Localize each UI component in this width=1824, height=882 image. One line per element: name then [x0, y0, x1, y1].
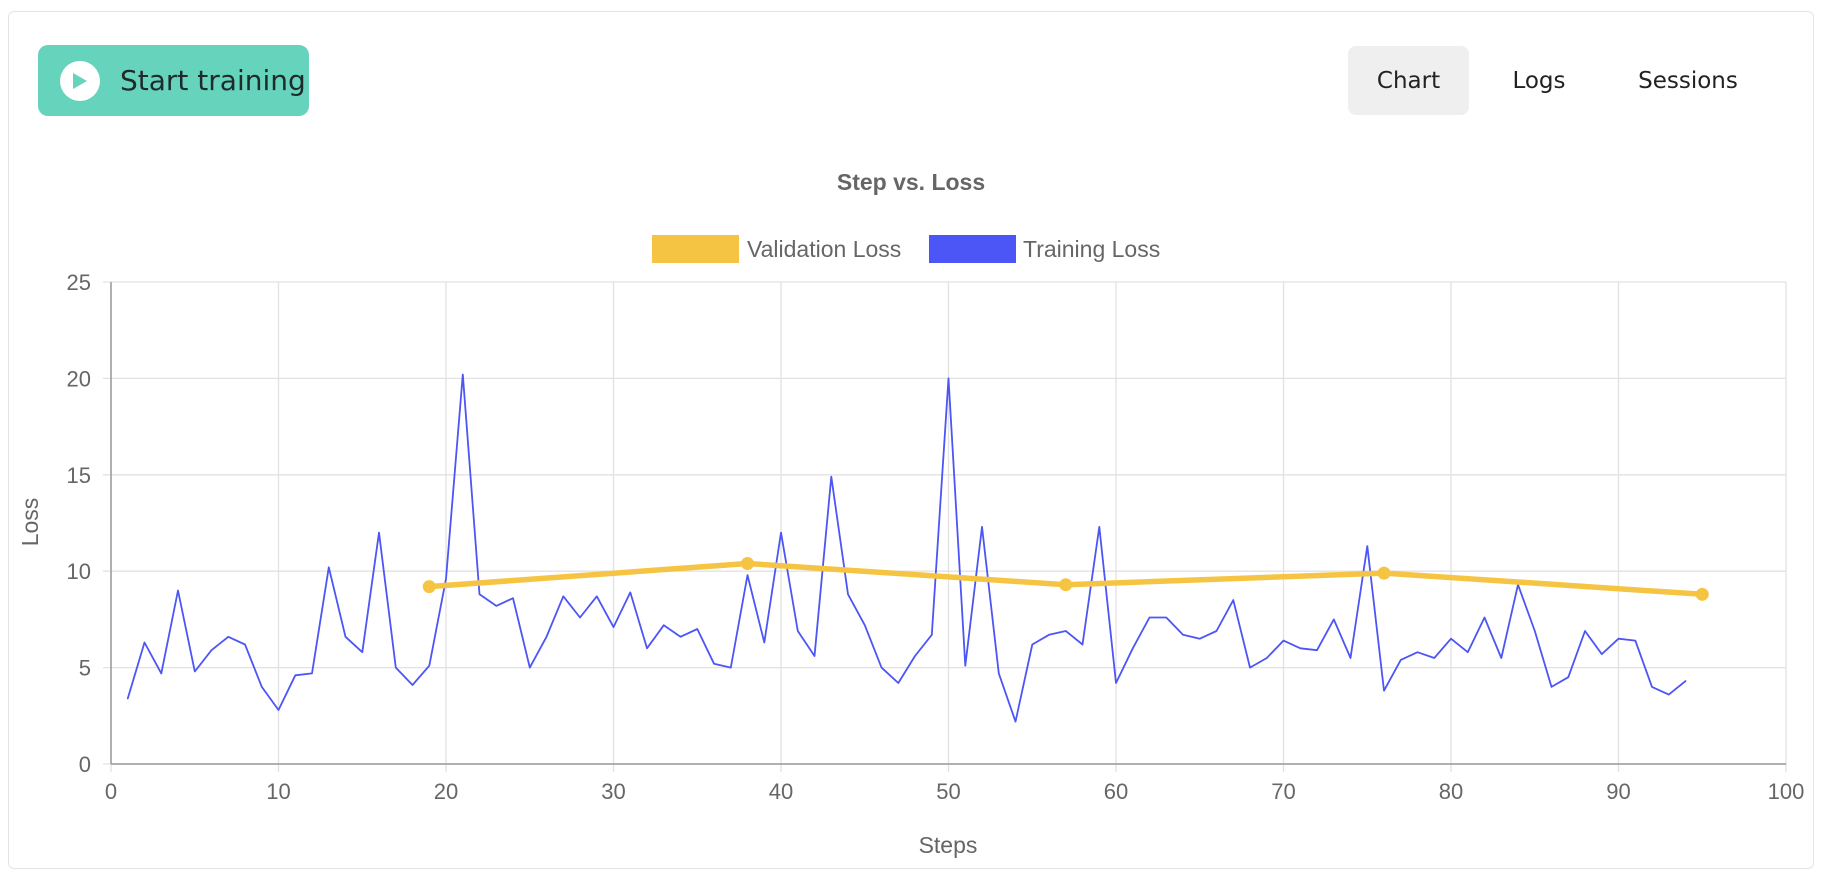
tab-logs[interactable]: Logs	[1474, 46, 1604, 115]
chart-axes	[110, 282, 1786, 765]
y-tick-label: 5	[79, 656, 91, 681]
x-tick-label: 10	[266, 779, 290, 804]
legend-label-training-loss: Training Loss	[1023, 236, 1160, 262]
legend-label-validation-loss: Validation Loss	[747, 236, 901, 262]
training-panel	[8, 11, 1814, 869]
legend-swatch-training-loss	[929, 235, 1016, 263]
tab-chart[interactable]: Chart	[1348, 46, 1469, 115]
y-axis-label: Loss	[17, 498, 43, 547]
x-tick-label: 40	[769, 779, 793, 804]
y-tick-labels: 0 5 10 15 20 25	[67, 270, 91, 777]
start-training-button[interactable]: Start training	[38, 45, 309, 116]
x-tick-label: 30	[601, 779, 625, 804]
y-tick-label: 10	[67, 559, 91, 584]
chart-grid	[103, 281, 1787, 772]
validation-loss-point	[1695, 587, 1709, 601]
tab-sessions[interactable]: Sessions	[1610, 46, 1766, 115]
validation-loss-point	[1059, 578, 1073, 592]
y-tick-label: 20	[67, 366, 91, 391]
x-axis-label: Steps	[919, 832, 978, 858]
x-tick-label: 90	[1606, 779, 1630, 804]
play-icon	[60, 60, 100, 101]
x-tick-label: 70	[1271, 779, 1295, 804]
validation-loss-point	[422, 580, 436, 594]
x-tick-label: 60	[1104, 779, 1128, 804]
start-training-label: Start training	[120, 64, 306, 97]
x-tick-label: 50	[936, 779, 960, 804]
y-tick-label: 0	[79, 752, 91, 777]
series-layer	[126, 373, 1709, 723]
training-loss-line	[126, 373, 1687, 723]
chart-title: Step vs. Loss	[837, 169, 985, 195]
x-tick-label: 20	[434, 779, 458, 804]
y-tick-label: 15	[67, 463, 91, 488]
legend-swatch-validation-loss	[652, 235, 739, 263]
validation-loss-point	[741, 556, 754, 570]
validation-loss-point	[1377, 566, 1391, 580]
x-tick-label: 100	[1768, 779, 1805, 804]
y-tick-label: 25	[67, 270, 91, 295]
x-tick-label: 0	[105, 779, 117, 804]
x-tick-labels: 0 10 20 30 40 50 60 70 80 90 100	[105, 779, 1804, 804]
chart-legend: Validation Loss Training Loss	[652, 235, 1160, 263]
x-tick-label: 80	[1439, 779, 1463, 804]
